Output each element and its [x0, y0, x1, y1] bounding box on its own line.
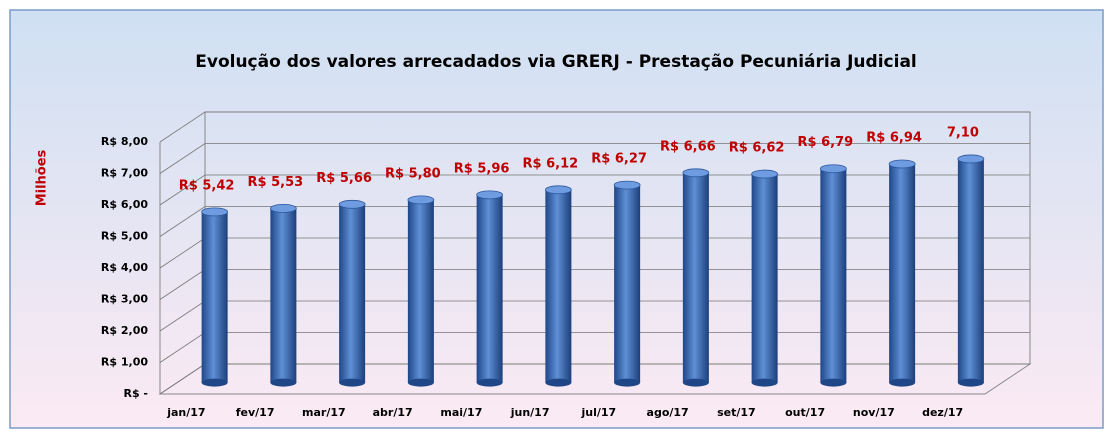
- grid-line: [159, 143, 1030, 174]
- value-label: R$ 6,79: [798, 135, 854, 150]
- bar-top: [819, 164, 847, 174]
- value-label: R$ 6,62: [729, 141, 785, 156]
- x-tick-label: ago/17: [647, 406, 689, 419]
- grid-line: [159, 111, 1030, 143]
- bar: [614, 185, 641, 383]
- bar-base: [201, 378, 228, 387]
- bar: [407, 199, 434, 383]
- value-label: R$ 5,42: [179, 178, 235, 193]
- bar: [889, 163, 916, 383]
- x-tick-label: jan/17: [166, 406, 205, 419]
- x-tick-label: abr/17: [373, 406, 413, 419]
- value-label: R$ 5,80: [385, 166, 441, 181]
- bar-top: [338, 199, 366, 209]
- bar-base: [339, 378, 366, 387]
- bar-top: [544, 185, 572, 195]
- y-tick-label: R$ -: [123, 387, 148, 400]
- bar-base: [957, 378, 984, 387]
- bar-base: [270, 378, 297, 387]
- value-label: R$ 6,12: [523, 156, 579, 171]
- bar-base: [751, 378, 778, 387]
- bar-top: [407, 195, 435, 205]
- value-label: R$ 5,66: [316, 171, 372, 186]
- bar-top: [751, 169, 779, 179]
- x-tick-label: nov/17: [853, 406, 895, 419]
- chart-title: Evolução dos valores arrecadados via GRE…: [195, 52, 917, 72]
- value-label: 7,10: [947, 125, 979, 140]
- bar-base: [545, 378, 572, 387]
- x-tick-label: set/17: [717, 406, 756, 419]
- y-tick-label: R$ 2,00: [101, 324, 148, 337]
- x-tick-label: fev/17: [236, 406, 275, 419]
- value-label: R$ 5,96: [454, 161, 510, 176]
- bar-top: [888, 159, 916, 169]
- bar: [339, 204, 366, 383]
- bar: [751, 174, 778, 383]
- x-tick-label: mai/17: [440, 406, 482, 419]
- bar-base: [614, 378, 641, 387]
- bar: [957, 158, 984, 383]
- bar: [201, 211, 228, 383]
- bar-top: [613, 180, 641, 190]
- value-label: R$ 6,94: [866, 130, 922, 145]
- bar: [682, 172, 709, 383]
- y-axis-label: Milhões: [35, 149, 50, 206]
- x-tick-label: mar/17: [302, 406, 346, 419]
- bar: [270, 208, 297, 383]
- bar: [820, 168, 847, 383]
- bar-top: [269, 204, 297, 213]
- y-tick-label: R$ 7,00: [101, 167, 148, 180]
- x-tick-label: jul/17: [581, 406, 617, 419]
- y-tick-label: R$ 5,00: [101, 230, 148, 243]
- y-tick-label: R$ 3,00: [101, 293, 148, 306]
- x-tick-label: out/17: [785, 406, 825, 419]
- bar-base: [820, 378, 847, 387]
- bar-top: [957, 154, 985, 164]
- value-label: R$ 5,53: [248, 175, 304, 190]
- bar-base: [407, 378, 434, 387]
- bar-base: [682, 378, 709, 387]
- y-tick-label: R$ 6,00: [101, 198, 148, 211]
- bar-top: [201, 207, 229, 217]
- bar-base: [889, 378, 916, 387]
- y-tick-label: R$ 4,00: [101, 261, 148, 274]
- bar-top: [682, 168, 710, 178]
- bar-top: [476, 190, 504, 200]
- bar-base: [476, 378, 503, 387]
- y-tick-label: R$ 1,00: [101, 356, 148, 369]
- value-label: R$ 6,27: [591, 152, 647, 167]
- bar: [476, 194, 503, 383]
- value-label: R$ 6,66: [660, 139, 716, 154]
- bar: [545, 189, 572, 383]
- x-tick-label: jun/17: [510, 406, 550, 419]
- x-tick-label: dez/17: [922, 406, 963, 419]
- y-tick-label: R$ 8,00: [101, 135, 148, 148]
